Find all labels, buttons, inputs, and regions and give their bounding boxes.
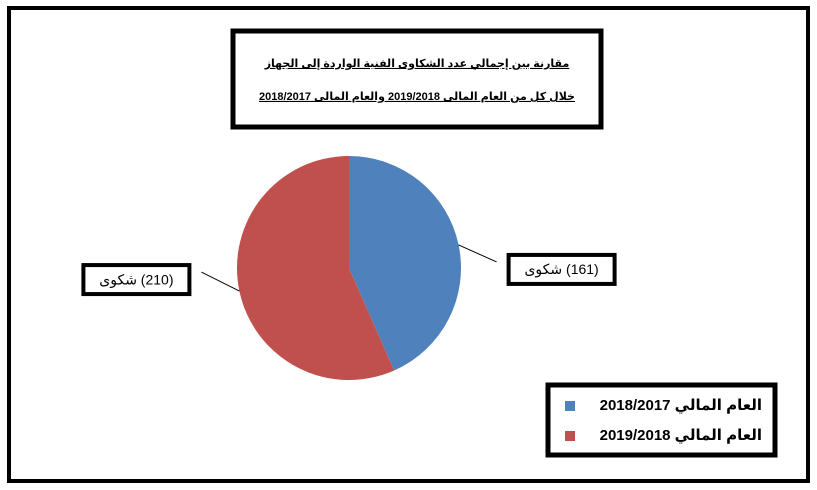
legend-label: العام المالي 2018/2017 bbox=[600, 397, 762, 414]
pie-slice bbox=[237, 156, 395, 380]
legend-box bbox=[545, 382, 778, 458]
legend-label: العام المالي 2019/2018 bbox=[600, 427, 762, 444]
data-label: (210) شكوى bbox=[99, 271, 173, 288]
legend-swatch bbox=[565, 431, 575, 441]
leader-line bbox=[458, 244, 497, 263]
pie-slice bbox=[349, 156, 462, 371]
title-box bbox=[230, 28, 604, 130]
data-label: (161) شكوى bbox=[524, 261, 598, 278]
chart-title: خلال كل من العام المالى 2019/2018 والعام… bbox=[259, 91, 575, 103]
legend-swatch bbox=[565, 401, 575, 411]
leader-line bbox=[201, 271, 240, 292]
data-label-box bbox=[506, 252, 617, 286]
data-label-box bbox=[81, 263, 192, 297]
chart-title: مقارنة بين إجمالي عدد الشكاوى الفنية الو… bbox=[264, 58, 570, 70]
